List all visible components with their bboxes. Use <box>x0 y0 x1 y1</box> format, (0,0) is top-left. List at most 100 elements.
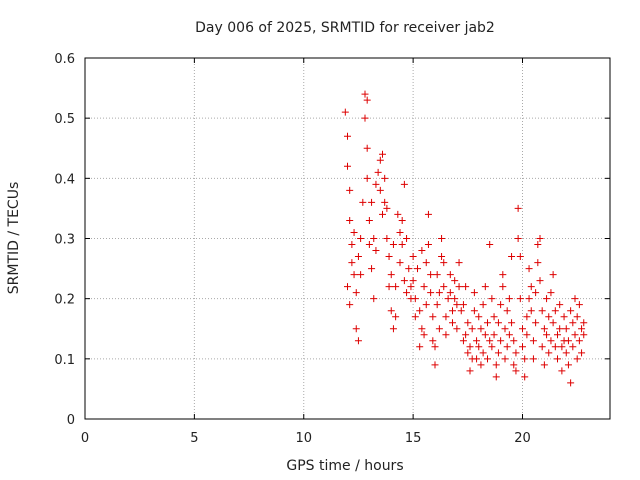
data-point <box>543 295 551 303</box>
data-point <box>438 253 446 261</box>
data-point <box>354 253 362 261</box>
data-point <box>398 241 406 249</box>
data-point <box>486 241 494 249</box>
data-point <box>525 295 533 303</box>
data-point <box>562 325 570 333</box>
x-axis-label: GPS time / hours <box>286 458 403 474</box>
data-point <box>368 198 376 206</box>
data-point <box>440 259 448 267</box>
data-point <box>567 307 575 315</box>
data-point <box>540 325 548 333</box>
data-point <box>578 349 586 357</box>
data-point <box>475 313 483 321</box>
data-point <box>352 289 360 297</box>
data-point <box>525 265 533 273</box>
data-point <box>481 283 489 291</box>
data-point <box>442 313 450 321</box>
data-point <box>505 295 513 303</box>
data-point <box>510 361 518 369</box>
data-point <box>387 307 395 315</box>
data-point <box>407 283 415 291</box>
data-point <box>418 325 426 333</box>
data-point <box>470 289 478 297</box>
data-point <box>427 271 435 279</box>
data-point <box>381 198 389 206</box>
data-point <box>473 355 481 363</box>
data-point <box>512 367 520 375</box>
data-point <box>514 235 522 242</box>
data-point <box>508 253 516 261</box>
data-point <box>365 241 373 249</box>
data-point <box>350 228 358 236</box>
data-point <box>564 361 572 369</box>
data-point <box>341 108 349 116</box>
data-point <box>409 277 417 285</box>
data-point <box>411 313 419 321</box>
data-point <box>501 355 509 363</box>
data-point <box>363 144 371 152</box>
data-point <box>344 132 351 140</box>
data-point <box>357 271 365 279</box>
data-point <box>453 301 461 309</box>
y-tick-label: 0 <box>67 413 75 428</box>
data-point <box>556 325 564 333</box>
data-point <box>400 277 408 285</box>
data-point <box>536 277 544 285</box>
data-point <box>516 253 524 261</box>
data-point <box>361 114 369 122</box>
y-tick-label: 0.1 <box>54 353 75 368</box>
data-point <box>365 216 373 224</box>
data-point <box>538 343 546 351</box>
data-point <box>551 343 559 351</box>
data-point <box>466 343 474 351</box>
data-point <box>560 313 568 321</box>
data-point <box>529 355 537 363</box>
x-tick-label: 10 <box>295 431 312 446</box>
data-point <box>411 295 419 303</box>
data-point <box>558 367 566 375</box>
data-point <box>464 349 472 357</box>
data-point <box>420 283 428 291</box>
x-tick-label: 20 <box>514 431 531 446</box>
data-points <box>341 90 588 387</box>
data-point <box>361 90 369 98</box>
data-point <box>523 313 531 321</box>
data-point <box>449 307 456 315</box>
x-tick-label: 5 <box>190 431 198 446</box>
data-point <box>556 301 564 309</box>
data-point <box>344 283 351 291</box>
data-point <box>433 301 441 309</box>
data-point <box>466 367 474 375</box>
data-point <box>540 361 548 369</box>
data-point <box>359 198 367 206</box>
data-point <box>492 361 500 369</box>
data-point <box>473 337 481 345</box>
data-point <box>551 307 559 315</box>
data-point <box>392 313 400 321</box>
data-point <box>348 241 356 249</box>
data-point <box>564 337 572 345</box>
data-point <box>514 204 522 212</box>
data-point <box>385 253 393 261</box>
data-point <box>569 343 577 351</box>
data-point <box>573 355 581 363</box>
data-point <box>431 361 439 369</box>
y-tick-label: 0.3 <box>54 233 75 248</box>
data-point <box>470 307 478 315</box>
data-point <box>490 313 498 321</box>
data-point <box>523 331 531 339</box>
data-point <box>394 210 402 218</box>
data-point <box>490 331 498 339</box>
data-point <box>532 319 540 327</box>
data-point <box>549 319 557 327</box>
data-point <box>357 235 365 242</box>
data-point <box>505 331 513 339</box>
data-point <box>368 265 376 273</box>
data-point <box>477 325 485 333</box>
data-point <box>479 301 487 309</box>
y-tick-label: 0.5 <box>54 112 75 127</box>
chart-title: Day 006 of 2025, SRMTID for receiver jab… <box>195 20 495 36</box>
data-point <box>438 235 446 242</box>
data-point <box>532 289 540 297</box>
